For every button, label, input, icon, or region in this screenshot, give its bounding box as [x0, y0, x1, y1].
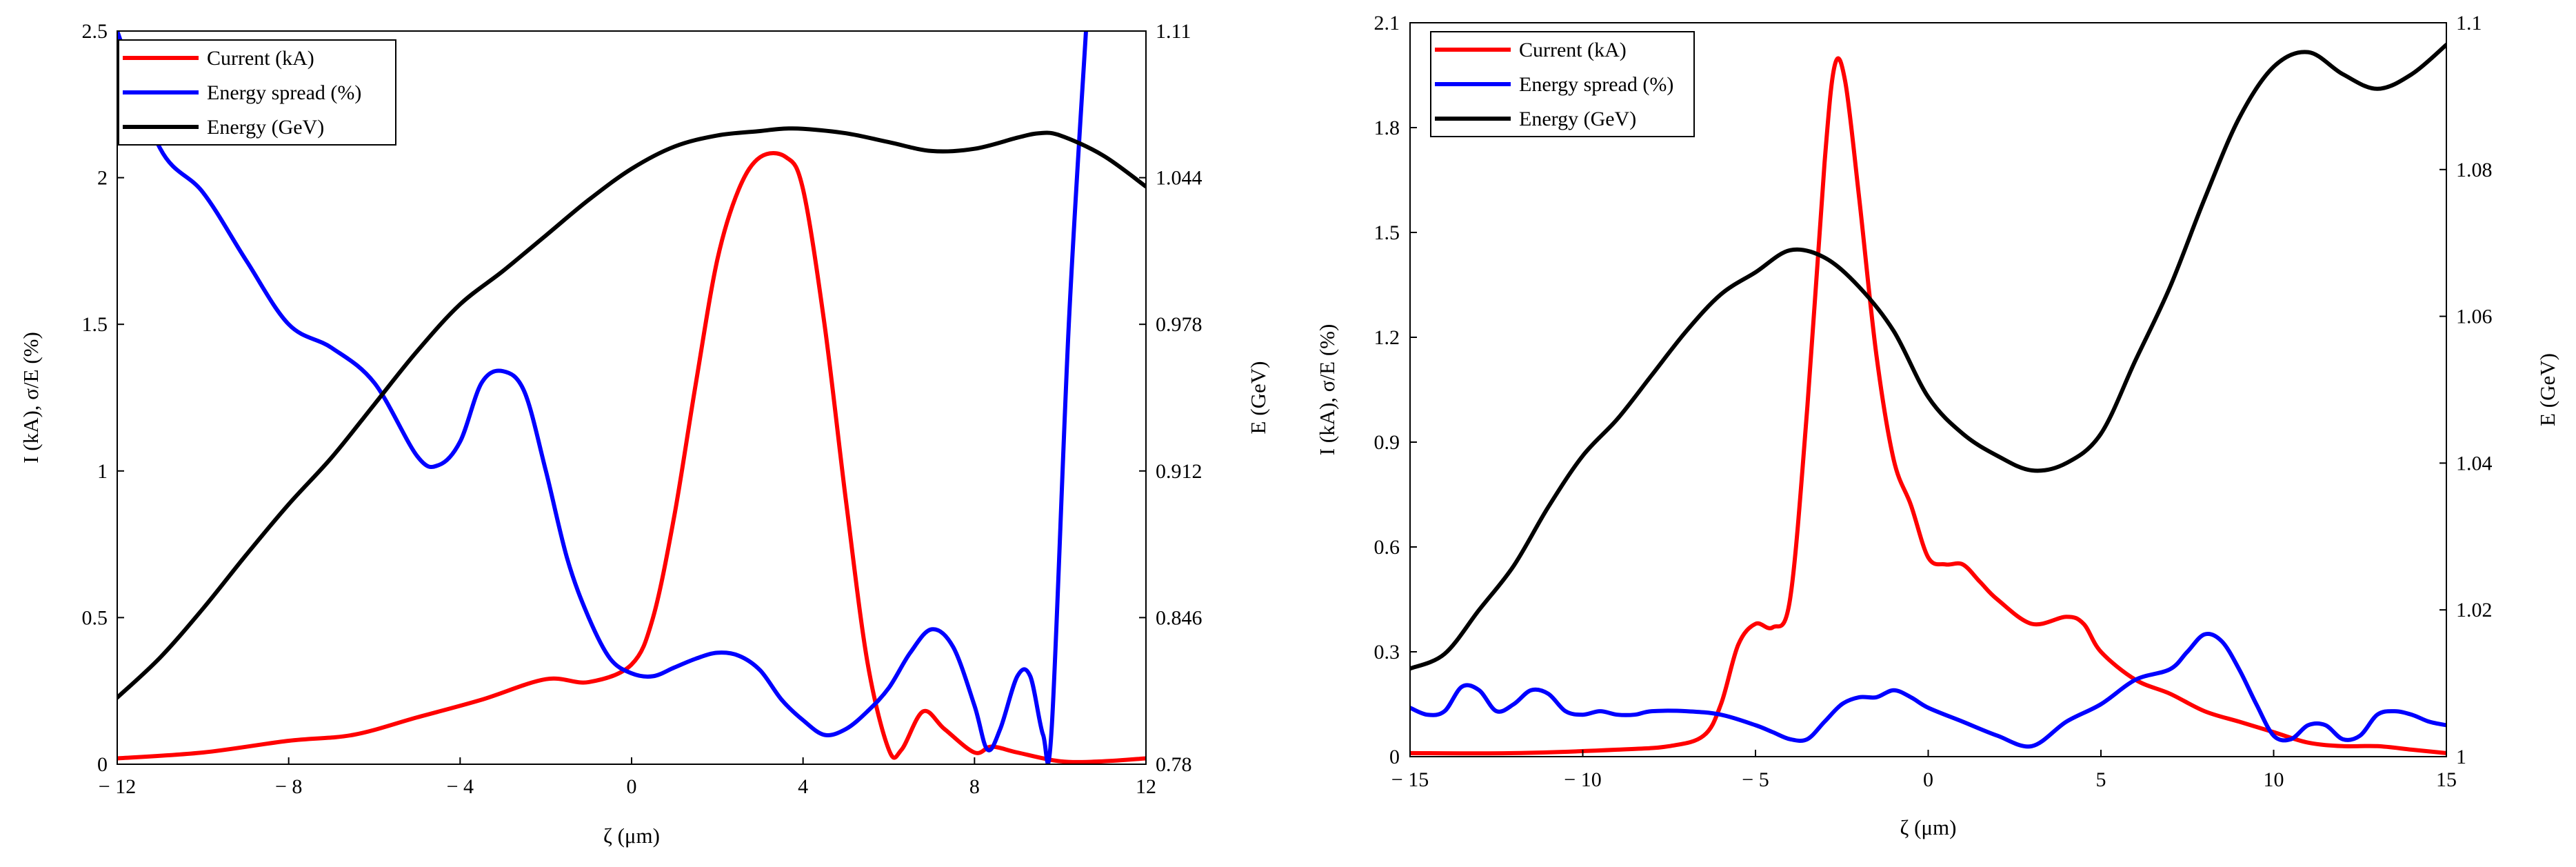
y-tick-label: 2.1 [1374, 12, 1400, 34]
y-axis-label: I (kA), σ/E (%) [19, 332, 43, 464]
y2-tick-label: 0.978 [1156, 313, 1203, 336]
plot-area [117, 31, 1146, 764]
y2-tick-label: 0.78 [1156, 753, 1192, 776]
y2-tick-label: 1.02 [2456, 599, 2493, 621]
x-tick-label: − 12 [99, 775, 136, 798]
y2-axis-label: E (GeV) [1246, 361, 1270, 435]
y2-tick-label: 1 [2456, 746, 2466, 768]
series-line-current-ka [1410, 56, 2446, 756]
y-tick-label: 1.8 [1374, 117, 1400, 139]
y-tick-label: 1.5 [1374, 221, 1400, 244]
x-tick-label: 5 [2096, 768, 2106, 791]
y-tick-label: 1.2 [1374, 326, 1400, 349]
y2-tick-label: 1.06 [2456, 306, 2493, 328]
chart-right: − 15 − 10 − 5 0 5 10 15 0 0.3 0.6 0.9 1.2 1.5 1.8 2.1 1… [1315, 12, 2559, 839]
legend-label: Current (kA) [1519, 39, 1627, 61]
legend-label: Current (kA) [207, 47, 314, 70]
y2-tick-label: 1.04 [2456, 452, 2493, 475]
chart-left: − 12 − 8 − 4 0 4 8 12 0 0.5 1 1.5 2 2.5 0.78 0.846 0.91… [19, 20, 1270, 848]
series-line-energy-spread [117, 31, 1088, 764]
x-tick-label: 12 [1136, 775, 1156, 798]
x-tick-label: 8 [969, 775, 980, 798]
x-tick-label: 0 [1923, 768, 1933, 791]
plot-area [1410, 42, 2446, 756]
y2-tick-label: 0.846 [1156, 606, 1203, 629]
series-line-energy-spread [1410, 632, 2446, 749]
y2-tick-label: 1.044 [1156, 167, 1203, 190]
y-tick-label: 0.9 [1374, 431, 1400, 454]
x-tick-label: − 10 [1564, 768, 1601, 791]
x-tick-label: − 15 [1391, 768, 1429, 791]
x-axis-label: ζ (μm) [1900, 815, 1957, 839]
legend-label: Energy spread (%) [1519, 73, 1673, 96]
y-axis-label: I (kA), σ/E (%) [1315, 324, 1339, 456]
y-tick-label: 1 [97, 460, 108, 483]
x-tick-label: 15 [2436, 768, 2457, 791]
y2-tick-label: 0.912 [1156, 460, 1203, 483]
x-tick-label: − 4 [447, 775, 474, 798]
y-tick-label: 0.6 [1374, 536, 1400, 559]
legend: Current (kA) Energy spread (%) Energy (GeV… [1430, 31, 1695, 137]
x-tick-label: − 5 [1742, 768, 1769, 791]
series-line-energy-gev [1410, 42, 2446, 671]
y2-axis-label: E (GeV) [2535, 353, 2559, 426]
y2-tick-label: 1.1 [2456, 12, 2482, 34]
x-tick-label: 0 [627, 775, 637, 798]
series-line-current-ka [117, 150, 1146, 764]
legend-label: Energy spread (%) [207, 81, 361, 104]
y-tick-label: 0 [1389, 746, 1400, 768]
series-line-energy-gev [117, 126, 1146, 700]
x-tick-label: − 8 [275, 775, 302, 798]
y2-tick-label: 1.11 [1156, 20, 1191, 43]
legend-label: Energy (GeV) [207, 116, 324, 139]
y-tick-label: 0 [97, 753, 108, 776]
y-tick-label: 0.5 [82, 606, 108, 629]
y2-tick-label: 1.08 [2456, 159, 2493, 181]
x-axis-label: ζ (μm) [603, 824, 660, 848]
x-tick-label: 10 [2264, 768, 2284, 791]
x-tick-label: 4 [798, 775, 808, 798]
y-tick-label: 0.3 [1374, 641, 1400, 664]
y-tick-label: 2 [97, 167, 108, 190]
y-tick-label: 2.5 [82, 20, 108, 43]
legend: Current (kA) Energy spread (%) Energy (GeV… [118, 39, 396, 146]
legend-label: Energy (GeV) [1519, 108, 1636, 130]
y-tick-label: 1.5 [82, 313, 108, 336]
